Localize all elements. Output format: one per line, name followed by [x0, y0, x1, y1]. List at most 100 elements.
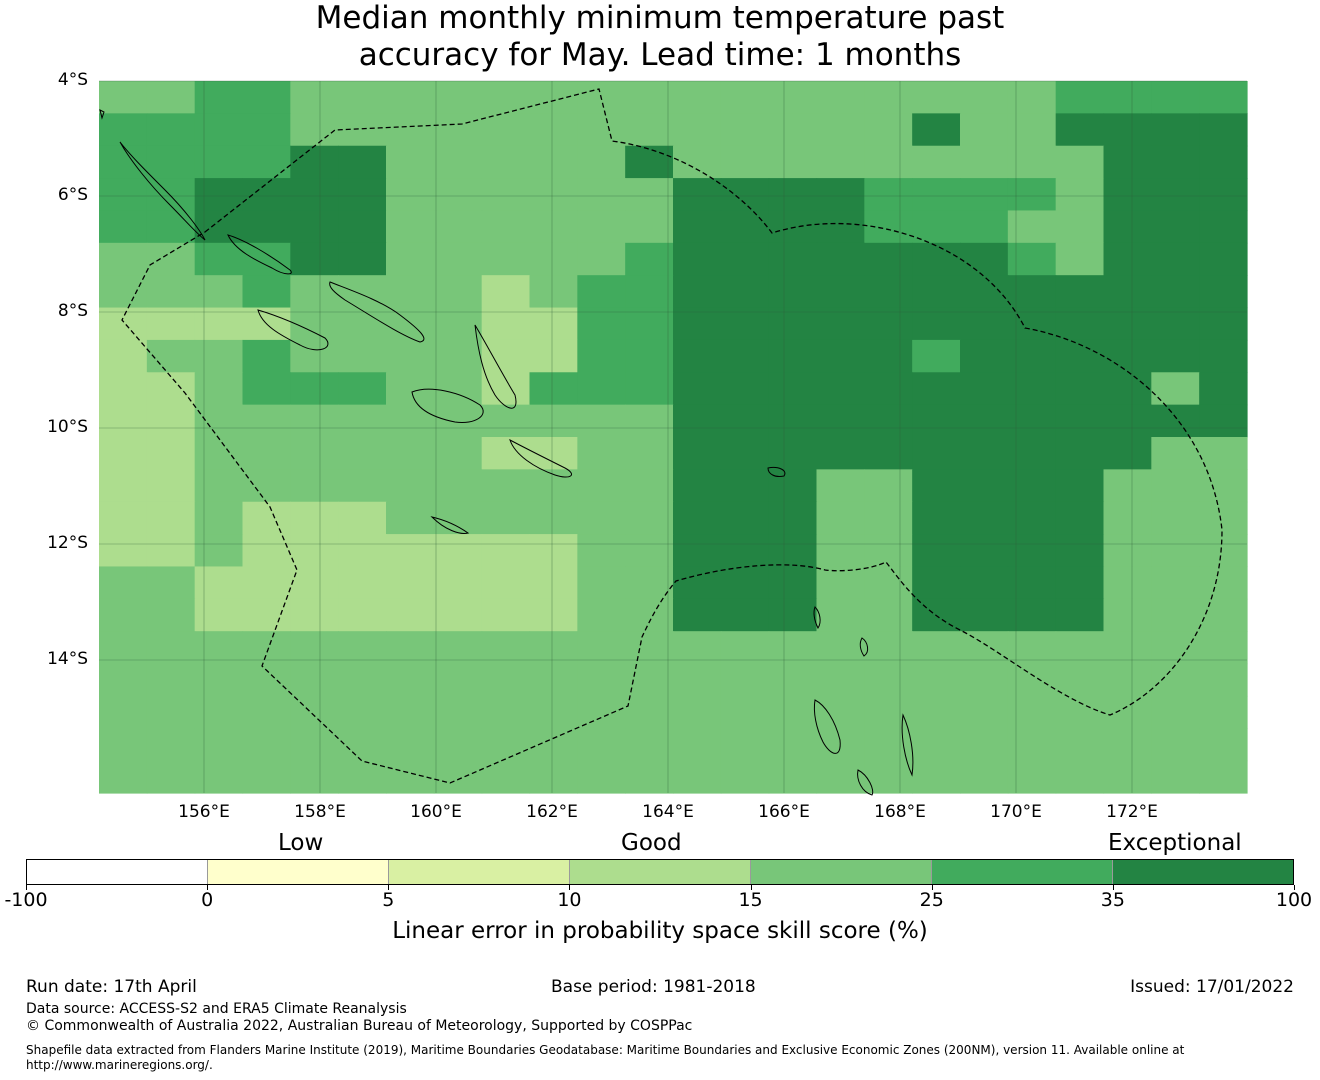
skill-cell: [912, 339, 961, 373]
skill-cell: [625, 113, 674, 147]
skill-cell: [433, 307, 483, 341]
skill-cell: [386, 339, 435, 373]
skill-cell: [768, 242, 818, 276]
skill-cell: [290, 145, 339, 179]
skill-cell: [433, 372, 483, 406]
skill-cell: [242, 178, 291, 212]
skill-cell: [386, 404, 435, 438]
skill-cell: [481, 728, 531, 762]
skill-cell: [146, 437, 196, 470]
skill-cell: [1007, 210, 1057, 244]
skill-cell: [912, 404, 961, 438]
skill-cell: [1007, 728, 1057, 762]
skill-cell: [433, 339, 483, 373]
skill-cell: [673, 275, 722, 309]
skill-cell: [1055, 178, 1105, 212]
skill-cell: [146, 695, 196, 729]
skill-cell: [433, 469, 483, 503]
skill-cell: [1199, 695, 1248, 729]
skill-cell: [1103, 339, 1152, 373]
skill-cell: [1151, 695, 1200, 729]
skill-cell: [1151, 566, 1200, 600]
skill-cell: [146, 242, 196, 276]
skill-cell: [864, 760, 913, 794]
skill-cell: [1007, 695, 1057, 729]
skill-cell: [481, 501, 531, 535]
skill-cell: [912, 631, 961, 665]
skill-cell: [1007, 663, 1057, 697]
skill-cell: [1055, 113, 1105, 147]
skill-cell: [290, 242, 339, 276]
skill-cell: [768, 372, 818, 406]
skill-cell: [242, 728, 291, 762]
skill-cell: [1199, 81, 1248, 114]
latitude-label: 10°S: [47, 417, 88, 437]
skill-cell: [816, 210, 865, 244]
skill-cell: [673, 437, 722, 470]
skill-cell: [577, 210, 626, 244]
skill-cell: [912, 695, 961, 729]
skill-cell: [864, 113, 913, 147]
shapefile-credit-2: http://www.marineregions.org/.: [26, 1058, 213, 1072]
skill-cell: [99, 534, 148, 568]
coastline-malaita: [474, 324, 517, 409]
skill-cell: [481, 307, 531, 341]
skill-cell: [433, 566, 483, 600]
skill-cell: [99, 113, 148, 147]
skill-cell: [673, 178, 722, 212]
colorbar-segment: [570, 860, 751, 884]
colorbar-tick-label: 0: [201, 889, 214, 911]
skill-cell: [433, 501, 483, 535]
skill-cell: [625, 695, 674, 729]
skill-cell: [338, 663, 387, 697]
skill-cell: [242, 566, 291, 600]
skill-cell: [1199, 566, 1248, 600]
skill-cell: [1103, 728, 1152, 762]
skill-cell: [673, 210, 722, 244]
skill-cell: [577, 695, 626, 729]
skill-cell: [529, 178, 578, 212]
skill-cell: [194, 437, 244, 470]
skill-cell: [338, 113, 387, 147]
skill-cell: [194, 113, 244, 147]
skill-cell: [481, 339, 531, 373]
skill-cell: [864, 534, 913, 568]
skill-cell: [1151, 372, 1200, 406]
skill-cell: [1151, 113, 1200, 147]
skill-cell: [864, 275, 913, 309]
eez-boundary-solomons: [121, 88, 1223, 784]
skill-cell: [864, 437, 913, 470]
skill-cell: [960, 663, 1009, 697]
longitude-label: 168°E: [874, 802, 926, 822]
skill-cell: [338, 437, 387, 470]
skill-cell: [242, 113, 291, 147]
skill-cell: [1103, 760, 1152, 794]
skill-cell: [912, 145, 961, 179]
skill-cell: [529, 145, 578, 179]
skill-cell: [433, 113, 483, 147]
skill-cell: [1055, 631, 1105, 665]
skill-cell: [242, 437, 291, 470]
skill-cell: [720, 145, 770, 179]
skill-cell: [433, 178, 483, 212]
shapefile-credit-1: Shapefile data extracted from Flanders M…: [26, 1043, 1185, 1057]
skill-cell: [433, 728, 483, 762]
skill-cell: [864, 81, 913, 114]
coastline-torres: [813, 606, 821, 629]
skill-cell: [338, 501, 387, 535]
map-area: 4°S 6°S 8°S 10°S 12°S 14°S 156°E 158°E 160°E 162…: [47, 70, 1248, 822]
skill-cell: [768, 307, 818, 341]
skill-cell: [816, 242, 865, 276]
skill-cell: [194, 695, 244, 729]
skill-cell: [720, 113, 770, 147]
skill-cell: [1103, 566, 1152, 600]
skill-cell: [960, 566, 1009, 600]
skill-cell: [673, 760, 722, 794]
skill-cell: [625, 242, 674, 276]
coastlines: [99, 109, 914, 796]
skill-cell: [481, 242, 531, 276]
skill-cell: [1103, 695, 1152, 729]
skill-cell: [386, 145, 435, 179]
skill-cell: [625, 404, 674, 438]
skill-cell: [433, 695, 483, 729]
